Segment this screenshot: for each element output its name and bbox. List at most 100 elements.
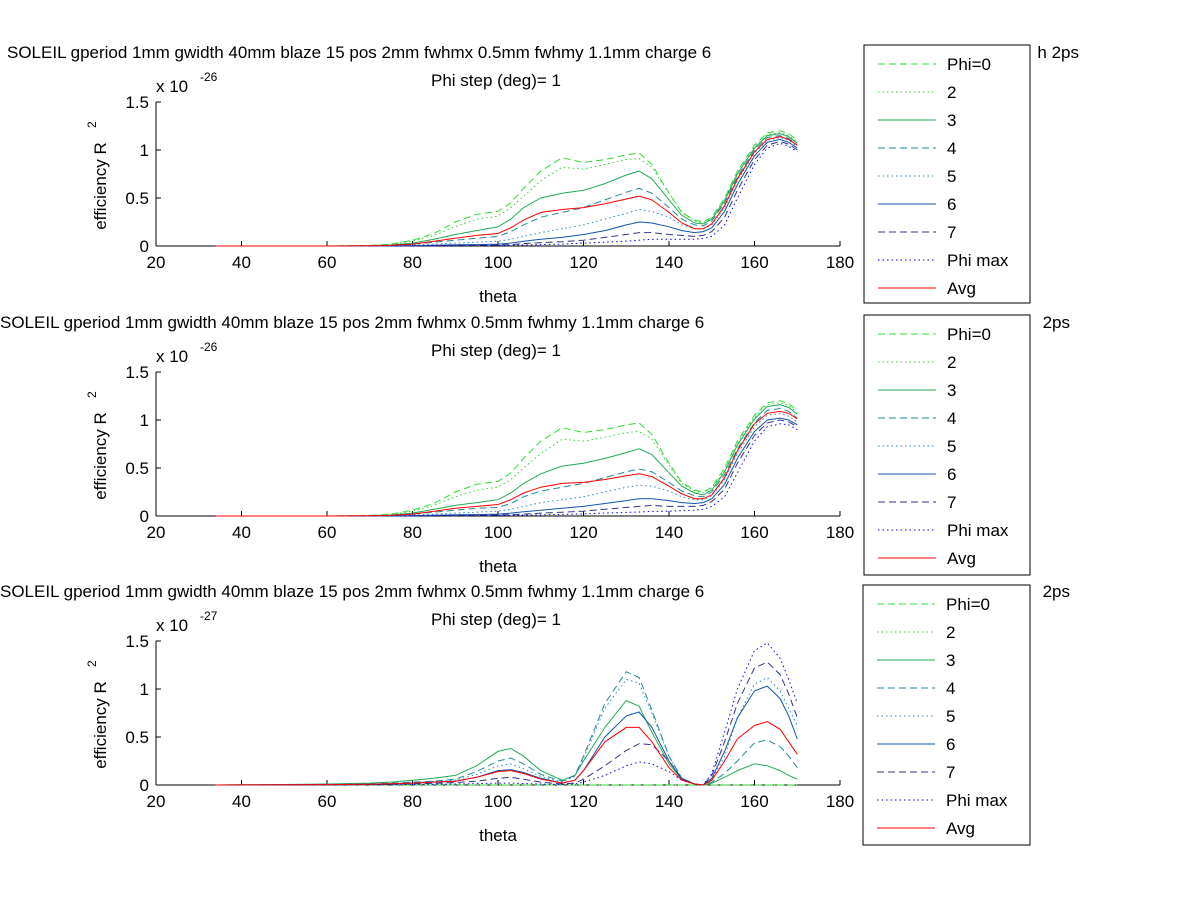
legend-label: 5	[947, 167, 956, 186]
chart-panel-3: 20 40 60 80 100 120 140 160 180 0 0.5 1 1.5 x 10 -27 ef…	[0, 582, 1070, 846]
legend: Phi=0 2 3 4 5 6 7 Phi max Avg	[862, 584, 1031, 846]
x-tick-label: 100	[484, 792, 512, 811]
chart-subtitle: Phi step (deg)= 1	[431, 341, 561, 360]
series-line-6	[215, 419, 798, 517]
series-line-7	[215, 642, 798, 786]
x-tick-label: 20	[147, 792, 166, 811]
series-line-8	[215, 410, 798, 517]
chart-panel-2: 20 40 60 80 100 120 140 160 180 0 0.5 1 1.5 x 10 -26 ef…	[0, 313, 1070, 576]
series-line-5	[215, 685, 798, 786]
y-axis-label-exponent: 2	[85, 391, 99, 398]
legend-label: 3	[946, 651, 955, 670]
legend-label: Avg	[947, 279, 976, 298]
x-axis-label: theta	[479, 826, 517, 845]
x-axis-label: theta	[479, 557, 517, 576]
legend-label: 2	[947, 353, 956, 372]
series-line-3	[215, 671, 798, 786]
chart-title-tail: 2ps	[1043, 313, 1070, 332]
legend-label: 2	[947, 83, 956, 102]
y-axis-label-exponent: 2	[85, 121, 99, 128]
series-line-7	[215, 142, 798, 247]
x-tick-label: 160	[740, 792, 768, 811]
series-line-0	[215, 400, 798, 517]
legend-label: 5	[946, 707, 955, 726]
x-tick-label: 60	[318, 523, 337, 542]
y-axis-label-exponent: 2	[85, 660, 99, 667]
y-tick-label: 1	[140, 141, 149, 160]
y-axis-label: efficiency R	[91, 142, 110, 230]
x-tick-label: 80	[403, 253, 422, 272]
x-tick-label: 100	[484, 253, 512, 272]
legend-label: 4	[946, 679, 955, 698]
legend-label: 6	[947, 195, 956, 214]
x-tick-label: 120	[569, 523, 597, 542]
x-axis-label: theta	[479, 287, 517, 306]
chart-title-tail: h 2ps	[1037, 43, 1079, 62]
legend-label: 7	[947, 493, 956, 512]
x-tick-label: 40	[232, 523, 251, 542]
x-tick-label: 60	[318, 792, 337, 811]
legend-box	[862, 584, 1031, 846]
x-tick-label: 140	[655, 523, 683, 542]
legend-label: Phi max	[946, 791, 1008, 810]
y-axis-label: efficiency R	[91, 681, 110, 769]
legend-label: Phi=0	[946, 595, 990, 614]
legend: Phi=0 2 3 4 5 6 7 Phi max Avg	[863, 314, 1031, 576]
legend-label: Phi max	[947, 251, 1009, 270]
y-tick-label: 1	[140, 680, 149, 699]
x-tick-label: 80	[403, 792, 422, 811]
series-line-6	[215, 140, 798, 247]
x-tick-label: 60	[318, 253, 337, 272]
y-tick-label: 1.5	[125, 632, 149, 651]
x-tick-label: 120	[569, 253, 597, 272]
legend-label: 7	[947, 223, 956, 242]
series-line-4	[215, 412, 798, 517]
legend-label: Avg	[947, 549, 976, 568]
y-multiplier-exponent: -27	[200, 609, 218, 623]
series-line-2	[215, 699, 798, 786]
x-tick-label: 180	[826, 792, 854, 811]
x-tick-label: 140	[655, 792, 683, 811]
y-tick-label: 0.5	[125, 189, 149, 208]
y-multiplier-exponent: -26	[200, 70, 218, 84]
y-tick-label: 0	[140, 507, 149, 526]
y-axis-label-group: efficiency R 2	[85, 660, 110, 769]
y-multiplier-exponent: -26	[200, 340, 218, 354]
legend-label: Avg	[946, 819, 975, 838]
legend: Phi=0 2 3 4 5 6 7 Phi max Avg	[863, 44, 1031, 304]
legend-label: 2	[946, 623, 955, 642]
x-tick-label: 180	[826, 253, 854, 272]
series-line-8	[215, 136, 798, 247]
legend-label: 4	[947, 409, 956, 428]
y-multiplier: x 10	[156, 616, 188, 635]
series-line-0	[215, 130, 798, 247]
y-tick-label: 0.5	[125, 728, 149, 747]
y-multiplier: x 10	[156, 77, 188, 96]
series-line-8	[215, 721, 798, 786]
x-tick-label: 100	[484, 523, 512, 542]
chart-title-tail: 2ps	[1043, 582, 1070, 601]
legend-label: 3	[947, 381, 956, 400]
legend-label: 5	[947, 437, 956, 456]
legend-label: Phi max	[947, 521, 1009, 540]
y-axis-label: efficiency R	[91, 412, 110, 500]
y-tick-label: 0.5	[125, 459, 149, 478]
legend-label: Phi=0	[947, 325, 991, 344]
y-tick-label: 1.5	[125, 363, 149, 382]
x-tick-label: 160	[740, 253, 768, 272]
legend-label: 3	[947, 111, 956, 130]
x-tick-label: 20	[147, 523, 166, 542]
y-axis-label-group: efficiency R 2	[85, 121, 110, 230]
y-tick-label: 1	[140, 411, 149, 430]
x-tick-label: 120	[569, 792, 597, 811]
x-tick-label: 20	[147, 253, 166, 272]
chart-title: SOLEIL gperiod 1mm gwidth 40mm blaze 15 …	[0, 313, 704, 332]
y-tick-label: 1.5	[125, 93, 149, 112]
chart-panel-1: 20 40 60 80 100 120 140 160 180 0 0.5 1 1.5 x 10 -26 ef…	[7, 43, 1079, 306]
x-tick-label: 80	[403, 523, 422, 542]
x-tick-label: 140	[655, 253, 683, 272]
series-line-7	[215, 423, 798, 517]
chart-subtitle: Phi step (deg)= 1	[431, 71, 561, 90]
x-tick-label: 40	[232, 253, 251, 272]
